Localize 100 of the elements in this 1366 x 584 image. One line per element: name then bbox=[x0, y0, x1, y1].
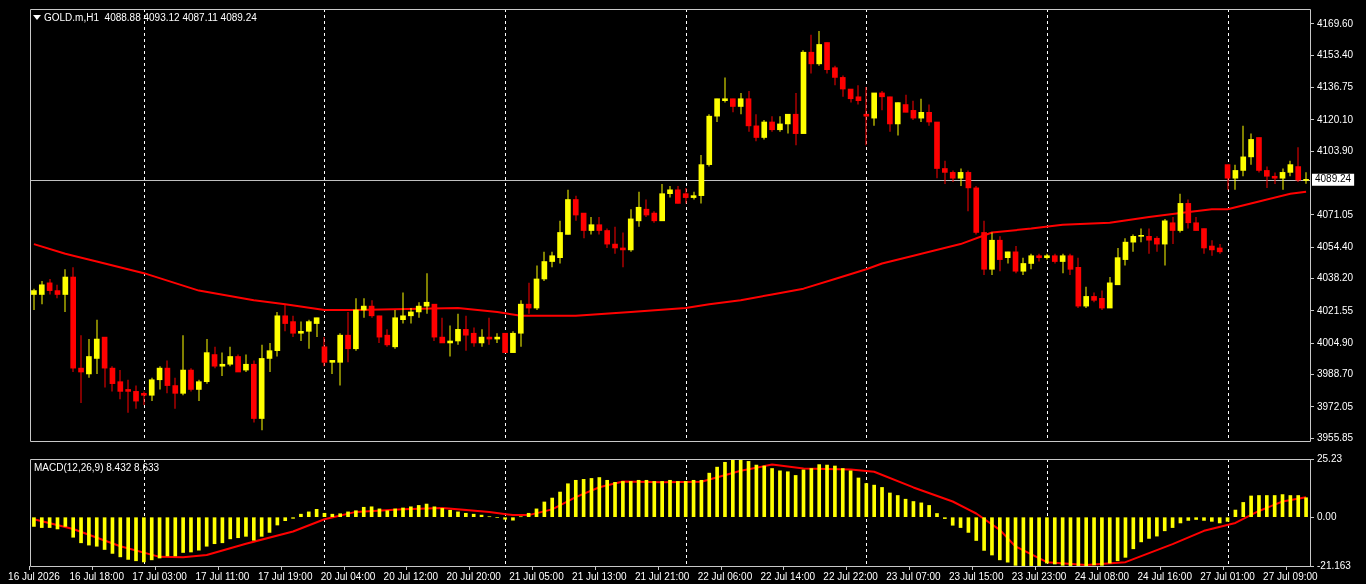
bar bbox=[738, 459, 743, 518]
x-tick-label: 22 Jul 14:00 bbox=[760, 570, 816, 582]
bar bbox=[134, 517, 138, 562]
chart-title: GOLD.m,H1 4088.88 4093.12 4087.11 4089.24 bbox=[44, 12, 257, 24]
bar bbox=[440, 508, 445, 518]
bar bbox=[142, 517, 146, 563]
bar bbox=[1131, 517, 1136, 550]
bar bbox=[464, 512, 468, 518]
bar bbox=[730, 459, 735, 518]
x-tick-label: 17 Jul 11:00 bbox=[195, 570, 250, 582]
candlestick bbox=[125, 379, 131, 413]
y-tick-label: 3972.05 bbox=[1317, 400, 1354, 412]
bar bbox=[1045, 517, 1049, 564]
bar bbox=[982, 517, 986, 551]
bar bbox=[1210, 517, 1214, 522]
bar bbox=[935, 513, 939, 518]
bar bbox=[299, 513, 303, 518]
x-tick-label: 17 Jul 03:00 bbox=[132, 570, 188, 582]
bar bbox=[990, 517, 994, 556]
bar bbox=[660, 481, 664, 518]
bar bbox=[1052, 517, 1057, 565]
bar bbox=[1241, 502, 1246, 518]
bar bbox=[39, 517, 44, 528]
bar bbox=[385, 510, 390, 518]
bar bbox=[401, 507, 405, 518]
bar bbox=[1100, 517, 1104, 566]
bar bbox=[566, 483, 570, 518]
bar bbox=[872, 484, 876, 518]
y-tick-label: 4136.75 bbox=[1317, 81, 1354, 93]
bar bbox=[683, 481, 688, 518]
bar bbox=[825, 464, 829, 518]
bar bbox=[283, 517, 288, 521]
bar bbox=[597, 477, 602, 518]
bar bbox=[1029, 517, 1034, 566]
bar bbox=[1037, 517, 1041, 566]
bar bbox=[456, 511, 460, 518]
bar bbox=[1225, 517, 1230, 522]
bar bbox=[503, 517, 507, 520]
bar bbox=[628, 481, 633, 518]
bar bbox=[605, 479, 610, 518]
candlestick bbox=[78, 335, 84, 404]
bar bbox=[244, 517, 248, 537]
bar bbox=[306, 511, 311, 518]
y-tick-label: -21.163 bbox=[1317, 559, 1352, 571]
bar bbox=[1264, 495, 1269, 518]
bar bbox=[1249, 495, 1253, 518]
bar bbox=[361, 506, 366, 518]
bar bbox=[181, 517, 185, 553]
bar bbox=[573, 479, 578, 518]
bar bbox=[236, 517, 240, 539]
y-tick-label: 4153.40 bbox=[1317, 49, 1354, 61]
x-tick-label: 21 Jul 13:00 bbox=[572, 570, 627, 582]
x-tick-label: 23 Jul 15:00 bbox=[949, 570, 1004, 582]
bar bbox=[778, 470, 782, 518]
x-tick-label: 27 Jul 01:00 bbox=[1200, 570, 1256, 582]
candlestick bbox=[722, 77, 728, 103]
x-tick-label: 24 Jul 08:00 bbox=[1074, 570, 1130, 582]
y-tick-label: 0.00 bbox=[1317, 510, 1337, 522]
y-tick-label: 3955.85 bbox=[1317, 431, 1354, 443]
bar bbox=[715, 466, 719, 518]
bar bbox=[1257, 495, 1261, 518]
bar bbox=[974, 517, 979, 541]
bar bbox=[1217, 517, 1222, 524]
bar bbox=[864, 483, 869, 518]
bar bbox=[919, 502, 924, 518]
y-tick-label: 4021.55 bbox=[1317, 304, 1354, 316]
bar bbox=[840, 468, 845, 518]
bar bbox=[1162, 517, 1167, 532]
bar bbox=[416, 505, 421, 518]
y-tick-label: 4038.20 bbox=[1317, 272, 1354, 284]
bar bbox=[550, 497, 555, 518]
bar bbox=[79, 517, 83, 544]
x-tick-label: 22 Jul 06:00 bbox=[697, 570, 753, 582]
x-tick-label: 20 Jul 04:00 bbox=[320, 570, 376, 582]
x-tick-label: 16 Jul 18:00 bbox=[69, 570, 125, 582]
x-tick-label: 17 Jul 19:00 bbox=[257, 570, 313, 582]
y-tick-label: 4054.40 bbox=[1317, 240, 1354, 252]
bar bbox=[950, 517, 955, 526]
chart-title: MACD(12,26,9) 8.432 8.633 bbox=[34, 462, 160, 474]
x-tick-label: 20 Jul 12:00 bbox=[383, 570, 439, 582]
bar bbox=[71, 517, 76, 538]
x-tick-label: 23 Jul 07:00 bbox=[886, 570, 942, 582]
bar bbox=[204, 517, 209, 547]
x-tick-label: 27 Jul 09:00 bbox=[1263, 570, 1319, 582]
bar bbox=[354, 510, 358, 518]
y-tick-label: 4071.05 bbox=[1317, 208, 1354, 220]
y-tick-label: 25.23 bbox=[1317, 452, 1343, 464]
bar bbox=[895, 495, 900, 518]
bar bbox=[448, 509, 452, 518]
bar bbox=[621, 481, 625, 518]
bar bbox=[1304, 497, 1308, 518]
bar bbox=[770, 468, 774, 518]
y-tick-label: 3988.70 bbox=[1317, 368, 1354, 380]
bar bbox=[1107, 517, 1112, 564]
bar bbox=[723, 461, 727, 518]
y-tick-label: 4004.90 bbox=[1317, 336, 1354, 348]
bar bbox=[676, 481, 680, 518]
bar bbox=[409, 506, 413, 518]
bar bbox=[613, 482, 617, 518]
x-tick-label: 21 Jul 21:00 bbox=[634, 570, 690, 582]
